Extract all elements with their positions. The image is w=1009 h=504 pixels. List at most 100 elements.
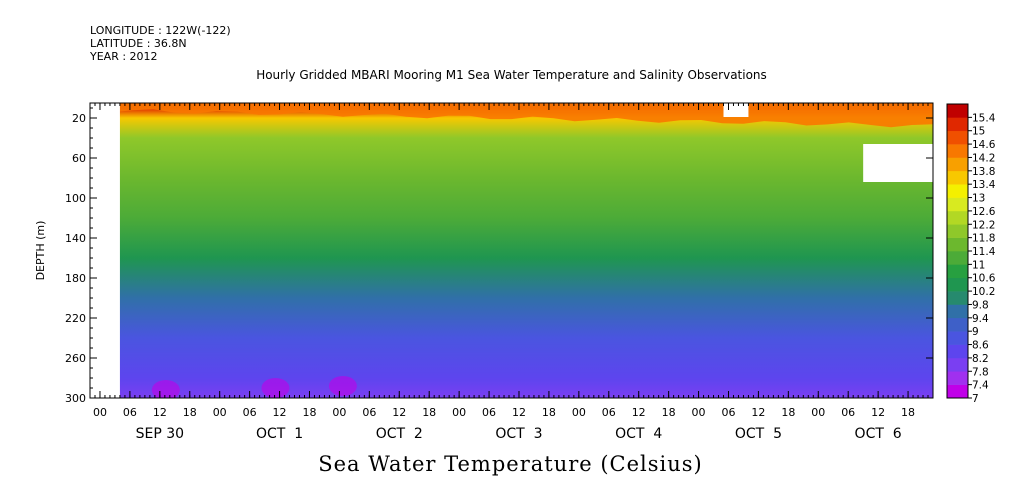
x-tick-label: 00 [572,406,586,419]
x-tick-label: 00 [452,406,466,419]
missing-data-region [723,103,749,117]
colorbar-tick-label: 12.6 [972,206,996,218]
plot-frame [89,102,934,399]
y-tick-label: 260 [65,352,86,365]
x-tick-label: 12 [512,406,526,419]
x-tick-label: 06 [123,406,137,419]
missing-data-region [90,103,120,398]
surface-warm-layer [90,103,933,128]
x-tick-label: 18 [781,406,795,419]
x-tick-label: 06 [602,406,616,419]
colorbar-segment [947,357,968,372]
x-tick-label: 00 [213,406,227,419]
colorbar-segment [947,264,968,279]
x-tick-label: 18 [901,406,915,419]
colorbar-tick-label: 8.6 [972,340,989,352]
x-tick-label: 18 [183,406,197,419]
x-tick-label: 18 [302,406,316,419]
colorbar-tick-label: 7 [972,393,979,405]
colorbar-segment [947,224,968,238]
colorbar-segment [947,331,968,345]
colorbar-segment [947,237,968,252]
y-tick-label: 20 [72,112,86,125]
colorbar-segment [947,184,968,198]
colorbar-tick-label: 11.4 [972,246,996,258]
colorbar-title-wrap: Sea Water Temperature (Celsius) [0,452,1009,476]
x-tick-label: 06 [362,406,376,419]
colorbar-tick-label: 14.2 [972,152,995,164]
x-day-label: OCT 1 [256,426,303,442]
x-tick-label: 12 [392,406,406,419]
colorbar-segment [947,157,968,172]
y-tick-label: 300 [65,392,86,405]
y-tick-label: 100 [65,192,86,205]
colorbar-segment [947,317,968,332]
y-tick-label: 60 [72,152,86,165]
colorbar-tick-label: 7.4 [972,380,989,392]
colorbar-segment [947,117,968,132]
x-day-label: OCT 4 [615,426,662,442]
colorbar-segment [947,130,968,145]
colorbar-segment [947,384,968,399]
y-tick-label: 220 [65,312,86,325]
year-label: YEAR : 2012 [90,50,158,63]
colorbar-tick-label: 7.8 [972,366,989,378]
colorbar-tick-label: 14.6 [972,139,996,151]
x-tick-label: 00 [811,406,825,419]
x-tick-label: 00 [93,406,107,419]
colorbar-segment [947,277,968,292]
x-tick-label: 06 [482,406,496,419]
x-day-label: OCT 3 [495,426,542,442]
colorbar-tick-label: 10.6 [972,273,996,285]
colorbar-tick-label: 9.8 [972,299,989,311]
cold-bottom-patch [328,376,357,396]
x-tick-label: 12 [153,406,167,419]
colorbar-tick-label: 13.4 [972,179,996,191]
colorbar-segment [947,251,968,265]
x-tick-label: 12 [871,406,885,419]
colorbar-segment [947,170,968,185]
colorbar-segment [947,291,968,305]
x-tick-label: 12 [273,406,287,419]
missing-data-region [863,144,933,182]
colorbar-tick-label: 8.2 [972,353,989,365]
x-tick-label: 18 [422,406,436,419]
longitude-label: LONGITUDE : 122W(-122) [90,24,231,37]
colorbar-tick-label: 13 [972,193,985,205]
y-axis-label: DEPTH (m) [34,221,47,281]
colorbar-segment [947,144,968,158]
chart-title-wrap: Hourly Gridded MBARI Mooring M1 Sea Wate… [0,68,1009,82]
x-day-label: SEP 30 [136,426,184,442]
x-tick-label: 18 [662,406,676,419]
chart-title: Hourly Gridded MBARI Mooring M1 Sea Wate… [256,68,767,82]
colorbar-tick-label: 11.8 [972,233,995,245]
colorbar-segment [947,210,968,225]
cold-bottom-patch [151,380,180,398]
x-tick-label: 00 [332,406,346,419]
colorbar-segment [947,304,968,319]
header-metadata: LONGITUDE : 122W(-122) LATITUDE : 36.8N … [90,24,231,63]
x-tick-label: 12 [632,406,646,419]
colorbar-tick-label: 10.2 [972,286,995,298]
x-tick-label: 06 [721,406,735,419]
colorbar-tick-label: 11 [972,259,985,271]
colorbar-title: Sea Water Temperature (Celsius) [318,452,703,476]
y-tick-label: 140 [65,232,86,245]
latitude-label: LATITUDE : 36.8N [90,37,187,50]
colorbar-segment [947,197,968,212]
colorbar-tick-label: 12.2 [972,219,995,231]
x-day-label: OCT 6 [855,426,902,442]
cold-bottom-patch [261,378,290,398]
x-tick-label: 18 [542,406,556,419]
colorbar-tick-label: 9 [972,326,979,338]
colorbar-tick-label: 9.4 [972,313,989,325]
colorbar-tick-label: 15.4 [972,112,996,124]
x-tick-label: 00 [692,406,706,419]
colorbar-segment [947,371,968,385]
colorbar-segment [947,104,968,118]
x-tick-label: 06 [841,406,855,419]
x-tick-label: 06 [243,406,257,419]
x-day-label: OCT 2 [376,426,423,442]
x-day-label: OCT 5 [735,426,782,442]
